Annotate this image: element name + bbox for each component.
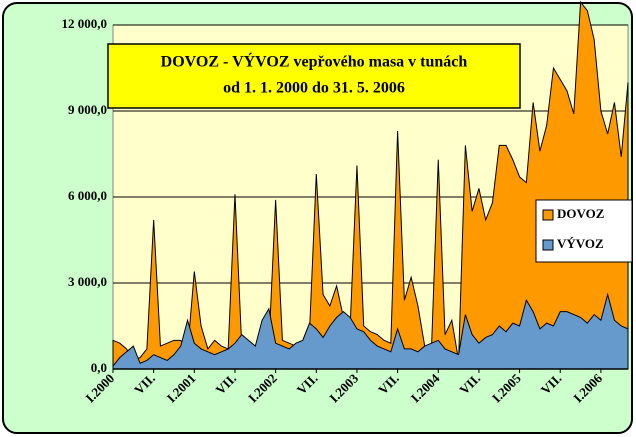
y-tick-label: 9 000,0	[68, 102, 107, 117]
chart-subtitle: od 1. 1. 2000 do 31. 5. 2006	[223, 80, 405, 97]
legend-label: DOVOZ	[557, 206, 605, 221]
legend-label: VÝVOZ	[557, 236, 604, 251]
y-tick-label: 6 000,0	[68, 188, 107, 203]
area	[112, 0, 629, 370]
legend-swatch	[542, 239, 554, 251]
y-tick-label: 0,0	[91, 360, 107, 375]
area	[112, 292, 629, 370]
chart-title: DOVOZ - VÝVOZ vepřového masa v tunách	[161, 52, 468, 71]
title-box	[107, 43, 521, 109]
y-tick-label: 3 000,0	[68, 274, 107, 289]
legend-swatch	[542, 209, 554, 221]
y-tick-label: 12 000,0	[62, 16, 108, 31]
